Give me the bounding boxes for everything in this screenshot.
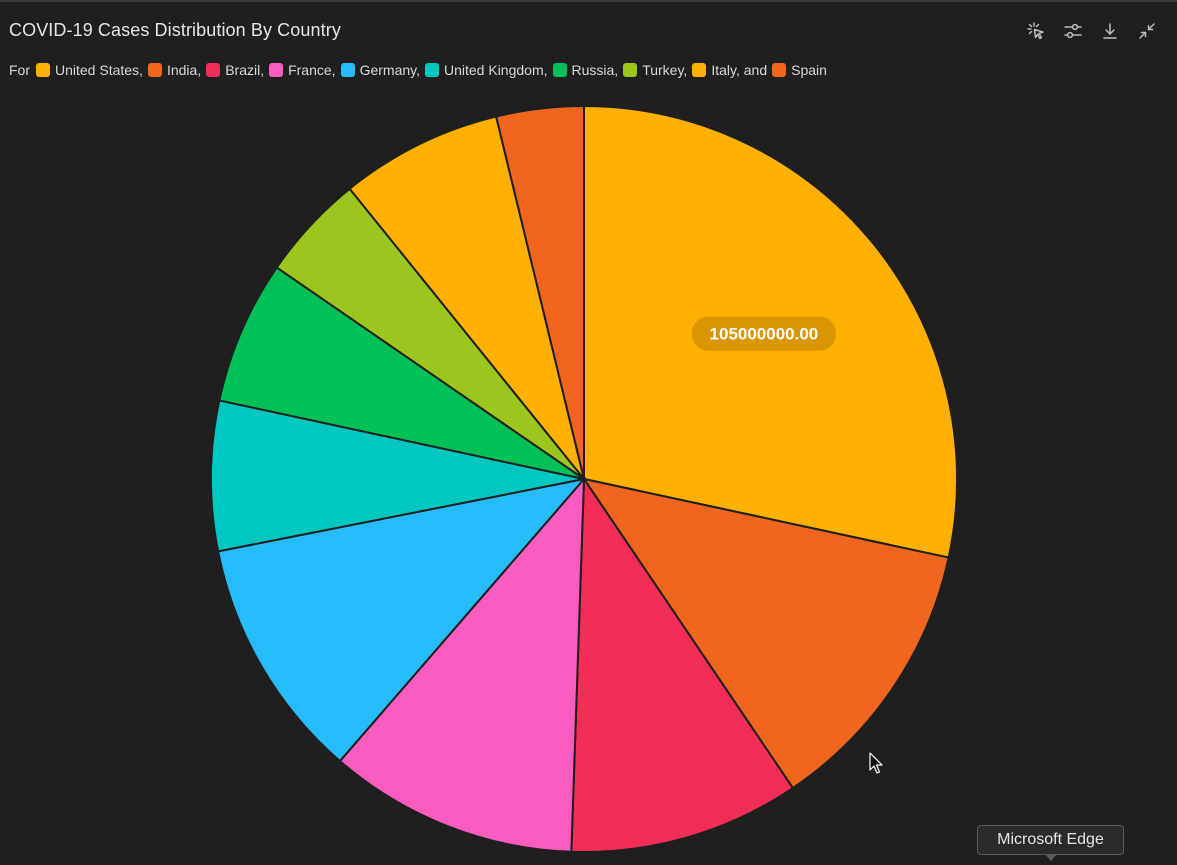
legend-label: Turkey,: [642, 62, 688, 78]
legend-swatch: [772, 63, 787, 77]
legend-item-germany[interactable]: Germany,: [340, 62, 420, 78]
settings-sliders-icon: [1063, 23, 1082, 38]
tooltip-arrow: [1045, 854, 1057, 861]
mouse-cursor-icon: [869, 752, 885, 781]
legend-label: Brazil,: [225, 62, 265, 78]
data-label-background: [691, 316, 836, 351]
pie-slice-spain[interactable]: [494, 104, 585, 480]
pie-slice-united-kingdom[interactable]: [210, 399, 585, 553]
legend-label: Spain: [791, 62, 827, 78]
legend-label: United States,: [55, 62, 143, 78]
legend-item-india[interactable]: India,: [147, 62, 202, 78]
legend-label: Germany,: [359, 62, 420, 78]
legend-label: Italy, and: [711, 62, 768, 78]
legend-swatch: [269, 63, 284, 77]
legend-label: Russia,: [571, 62, 619, 78]
legend-label: United Kingdom,: [444, 62, 548, 78]
pie-slice-germany[interactable]: [216, 477, 587, 763]
legend-swatch: [623, 63, 638, 77]
legend-prefix: For: [9, 62, 30, 78]
data-label-text: 105000000.00: [710, 325, 819, 344]
legend-swatch: [36, 63, 50, 77]
tooltip: Microsoft Edge: [977, 825, 1124, 855]
legend-item-russia[interactable]: Russia,: [552, 62, 619, 78]
pie-slice-france[interactable]: [338, 476, 586, 853]
select-icon: [1026, 21, 1044, 39]
chart-title: COVID-19 Cases Distribution By Country: [9, 20, 341, 40]
chart-toolbar: [1023, 18, 1159, 43]
legend-label: India,: [166, 62, 202, 78]
chart-legend: For United States, India, Brazil, France, Ge…: [9, 62, 832, 78]
select-button[interactable]: [1023, 18, 1048, 43]
download-icon: [1102, 22, 1117, 39]
legend-swatch: [552, 63, 567, 77]
legend-item-italy[interactable]: Italy, and: [692, 62, 767, 78]
settings-button[interactable]: [1060, 18, 1085, 43]
pie-slice-russia[interactable]: [218, 266, 585, 480]
data-label: 105000000.00: [691, 316, 836, 351]
legend-swatch: [692, 63, 707, 77]
legend-item-france[interactable]: France,: [269, 62, 336, 78]
pie-slice-italy[interactable]: [348, 115, 585, 480]
pie-slice-brazil[interactable]: [570, 475, 795, 853]
legend-swatch: [425, 63, 439, 77]
collapse-icon: [1138, 22, 1155, 39]
legend-item-united-states[interactable]: United States,: [36, 62, 143, 78]
legend-item-turkey[interactable]: Turkey,: [623, 62, 687, 78]
collapse-button[interactable]: [1134, 18, 1159, 43]
legend-item-brazil[interactable]: Brazil,: [206, 62, 264, 78]
legend-swatch: [206, 63, 221, 77]
legend-label: France,: [288, 62, 336, 78]
legend-item-spain[interactable]: Spain: [772, 62, 827, 78]
download-button[interactable]: [1097, 18, 1122, 43]
pie-slice-india[interactable]: [581, 477, 950, 790]
legend-swatch: [340, 63, 355, 77]
legend-swatch: [147, 63, 162, 77]
legend-item-united-kingdom[interactable]: United Kingdom,: [425, 62, 548, 78]
